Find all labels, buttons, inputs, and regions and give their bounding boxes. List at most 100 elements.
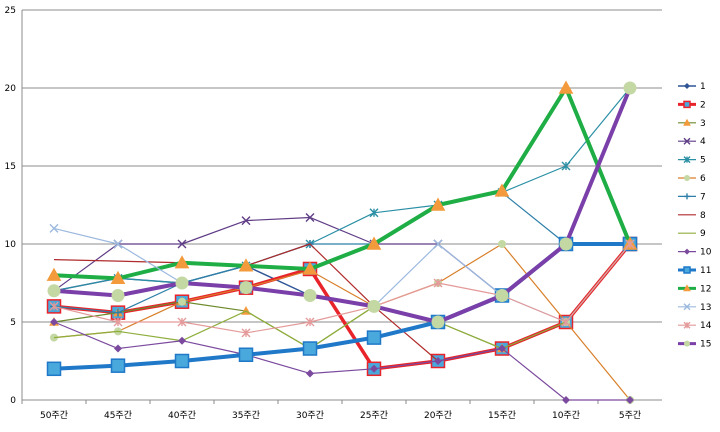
series-12 (46, 80, 638, 285)
legend-entry: 10 (678, 248, 712, 258)
data-point (559, 237, 573, 251)
x-tick-label: 35주간 (232, 410, 260, 421)
legend-label: 12 (700, 284, 711, 294)
series-14 (49, 239, 635, 338)
legend-entry: 15 (678, 340, 711, 350)
x-axis-ticks: 50주간 45주간 40주간 35주간 30주간 25주간 20주간 15주간 10주간 5주간 (21, 400, 641, 421)
data-point (177, 239, 187, 249)
legend-label: 3 (700, 119, 706, 129)
data-point (302, 261, 318, 275)
legend-label: 14 (700, 321, 712, 331)
series-1 (50, 240, 634, 326)
x-tick-label: 25주간 (360, 410, 388, 421)
x-tick-label: 15주간 (488, 410, 516, 421)
legend-entry: 7 (678, 192, 706, 202)
data-point (111, 288, 125, 302)
series-15 (47, 81, 637, 329)
series-line (53, 243, 631, 334)
y-tick-label: 0 (10, 396, 16, 406)
data-point (433, 278, 443, 288)
x-tick-label: 10주간 (552, 410, 580, 421)
data-point (110, 358, 126, 373)
data-point (50, 318, 58, 326)
data-point (114, 344, 122, 353)
legend-entry: 9 (678, 229, 706, 239)
data-point (498, 344, 506, 353)
legend-label: 6 (700, 174, 706, 184)
data-point (241, 328, 251, 338)
series-line (53, 321, 630, 401)
data-point (305, 212, 315, 222)
data-point (303, 288, 317, 302)
data-point (561, 317, 571, 327)
series-line (53, 86, 632, 281)
data-point (684, 248, 690, 255)
legend-entry: 14 (678, 321, 712, 331)
data-point (683, 266, 691, 274)
data-point (46, 361, 62, 377)
x-tick-label: 40주간 (168, 410, 196, 421)
x-tick-label: 5주간 (619, 410, 641, 421)
data-point (177, 317, 187, 327)
data-point (302, 341, 318, 356)
y-tick-label: 5 (10, 318, 16, 328)
data-point (684, 83, 690, 89)
data-point (683, 156, 691, 164)
data-point (434, 357, 442, 365)
legend-entry: 8 (678, 211, 706, 221)
data-point (683, 284, 691, 292)
data-point (684, 340, 690, 347)
data-point (683, 321, 691, 329)
data-point (683, 100, 691, 109)
data-point (114, 308, 122, 317)
data-point (241, 216, 251, 226)
legend-label: 15 (700, 340, 711, 350)
legend-entry: 6 (678, 174, 706, 184)
data-point (366, 236, 382, 250)
series-line (53, 243, 631, 350)
data-point (113, 317, 123, 327)
data-point (178, 297, 186, 306)
data-point (370, 364, 378, 373)
data-point (623, 81, 637, 95)
legend-label: 8 (700, 211, 706, 221)
data-point (305, 317, 315, 327)
data-point (366, 330, 382, 345)
data-point (110, 270, 126, 285)
series-5 (49, 83, 635, 296)
data-point (558, 80, 574, 94)
x-tick-label: 50주간 (40, 410, 68, 421)
series-line (53, 191, 630, 314)
data-point (49, 301, 59, 311)
data-point (174, 255, 190, 269)
data-point (369, 208, 379, 218)
data-point (494, 183, 510, 197)
legend-label: 11 (700, 266, 711, 276)
series-9 (53, 243, 631, 350)
data-point (239, 281, 253, 295)
data-point (683, 137, 691, 145)
data-point (175, 276, 189, 290)
data-point (684, 175, 690, 181)
data-point (625, 239, 635, 249)
data-point (431, 315, 445, 329)
y-tick-label: 20 (5, 84, 17, 94)
data-point (47, 284, 61, 298)
data-point (46, 267, 62, 281)
data-point (683, 118, 691, 126)
x-tick-label: 30주간 (296, 410, 324, 421)
legend-entry: 12 (678, 284, 711, 294)
legend-label: 9 (700, 229, 706, 239)
data-point (174, 353, 190, 369)
data-point (238, 347, 254, 363)
y-tick-label: 25 (5, 6, 16, 16)
series-group (46, 80, 638, 404)
series-line (53, 243, 631, 401)
legend-label: 5 (700, 156, 706, 166)
legend-entry: 13 (678, 303, 711, 313)
data-point (626, 396, 634, 404)
legend-label: 13 (700, 303, 711, 313)
legend-label: 10 (700, 248, 712, 258)
